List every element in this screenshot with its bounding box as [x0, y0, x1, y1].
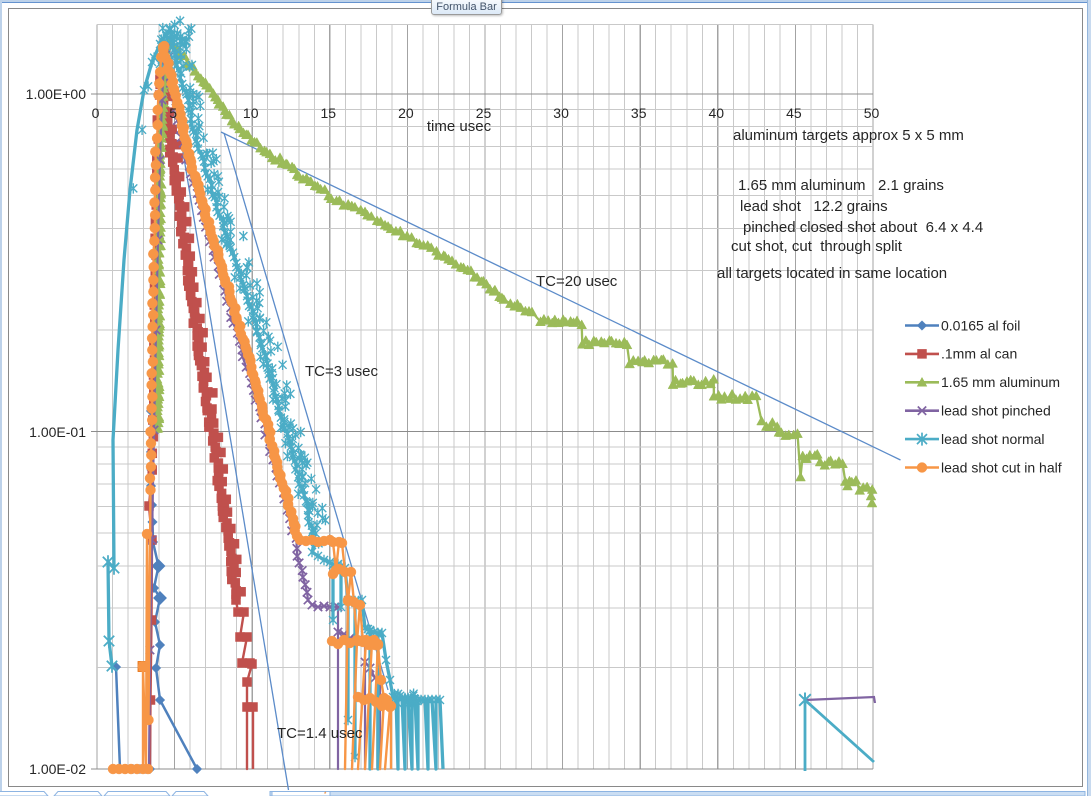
svg-text:35: 35 — [631, 105, 647, 121]
svg-text:*: * — [324, 792, 327, 796]
svg-text:25: 25 — [476, 105, 492, 121]
svg-text:1.65 mm aluminum 2.1 grains: 1.65 mm aluminum 2.1 grains — [738, 177, 944, 194]
svg-text:TC=20 usec: TC=20 usec — [536, 273, 618, 290]
svg-text:all targets located in same lo: all targets located in same location — [717, 265, 947, 282]
svg-text:10: 10 — [243, 105, 259, 121]
svg-text:.1mm al can: .1mm al can — [941, 346, 1017, 362]
svg-text:time usec: time usec — [427, 118, 492, 135]
svg-text:lead shot pinched: lead shot pinched — [941, 403, 1051, 419]
svg-text:45: 45 — [786, 105, 802, 121]
svg-text:TC=1.4 usec: TC=1.4 usec — [277, 725, 363, 742]
svg-text:cut shot, cut through split: cut shot, cut through split — [731, 238, 903, 255]
svg-text:1.00E-01: 1.00E-01 — [29, 424, 86, 440]
svg-text:lead shot 12.2 grains: lead shot 12.2 grains — [740, 198, 888, 215]
svg-text:lead shot normal: lead shot normal — [941, 431, 1045, 447]
svg-text:0: 0 — [92, 105, 100, 121]
svg-text:5: 5 — [169, 105, 177, 121]
svg-text:lead shot cut in half: lead shot cut in half — [941, 459, 1062, 475]
svg-text:1.00E+00: 1.00E+00 — [26, 86, 87, 102]
svg-text:0.0165 al foil: 0.0165 al foil — [941, 317, 1020, 333]
svg-text:40: 40 — [709, 105, 725, 121]
svg-text:15: 15 — [321, 105, 337, 121]
svg-text:20: 20 — [398, 105, 414, 121]
svg-text:aluminum targets approx 5 x 5: aluminum targets approx 5 x 5 mm — [733, 127, 964, 144]
svg-text:30: 30 — [553, 105, 569, 121]
svg-text:TC=3 usec: TC=3 usec — [305, 363, 378, 380]
svg-text:pinched closed shot about 6.4: pinched closed shot about 6.4 x 4.4 — [743, 219, 983, 236]
svg-text:50: 50 — [864, 105, 880, 121]
svg-text:1.65 mm aluminum: 1.65 mm aluminum — [941, 374, 1060, 390]
svg-text:1.00E-02: 1.00E-02 — [29, 761, 86, 777]
